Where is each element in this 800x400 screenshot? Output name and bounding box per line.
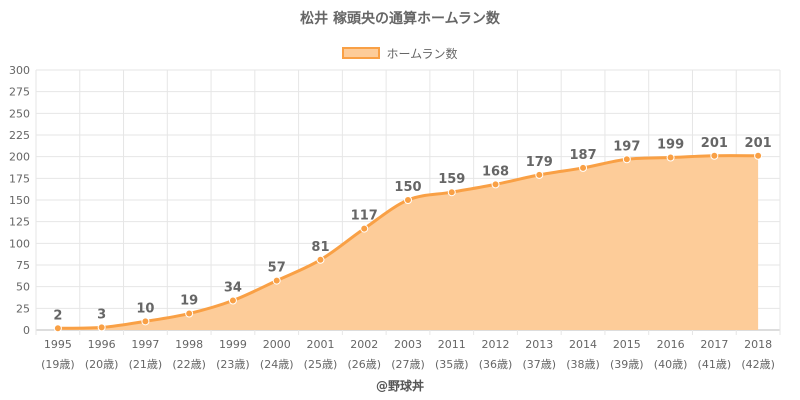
x-tick-age-label: (25歳) [304, 358, 338, 371]
x-tick-label: 2016 [657, 338, 685, 351]
x-tick-label: 1999 [219, 338, 247, 351]
x-tick-age-label: (42歳) [741, 358, 775, 371]
footer-credit: @野球丼 [375, 379, 424, 393]
data-label: 201 [745, 136, 772, 151]
x-tick-age-label: (35歳) [435, 358, 469, 371]
x-tick-age-label: (27歳) [391, 358, 425, 371]
data-point [404, 196, 412, 204]
x-tick-label: 1995 [44, 338, 72, 351]
x-tick-label: 2011 [438, 338, 466, 351]
series-area [57, 155, 759, 330]
y-tick-label: 50 [16, 281, 30, 294]
data-point [272, 276, 281, 285]
x-tick-age-label: (21歳) [129, 358, 163, 371]
data-point [579, 163, 588, 172]
y-tick-label: 275 [9, 86, 30, 99]
y-tick-label: 150 [9, 194, 30, 207]
y-tick-label: 100 [9, 237, 30, 250]
data-point [754, 151, 763, 160]
x-tick-age-label: (22歳) [172, 358, 206, 371]
x-tick-label: 1997 [131, 338, 159, 351]
x-tick-age-label: (36歳) [479, 358, 513, 371]
data-point [53, 324, 62, 333]
data-point [535, 170, 544, 179]
x-tick-label: 2014 [569, 338, 597, 351]
data-label: 3 [97, 307, 106, 322]
x-tick-age-label: (37歳) [522, 358, 556, 371]
legend-label: ホームラン数 [386, 46, 458, 61]
data-label: 2 [53, 308, 62, 323]
data-point [97, 323, 106, 332]
data-label: 168 [482, 164, 509, 179]
data-point [316, 255, 325, 264]
x-tick-age-label: (41歳) [698, 358, 732, 371]
x-tick-label: 2012 [482, 338, 510, 351]
y-tick-label: 300 [9, 64, 30, 77]
data-point [622, 155, 631, 164]
x-tick-age-label: (38歳) [566, 358, 600, 371]
x-tick-label: 2018 [744, 338, 772, 351]
y-tick-label: 125 [9, 216, 30, 229]
data-label: 159 [438, 172, 465, 187]
x-tick-label: 2015 [613, 338, 641, 351]
data-label: 150 [394, 180, 421, 195]
data-label: 201 [701, 136, 728, 151]
data-point [360, 224, 369, 233]
y-tick-label: 250 [9, 107, 30, 120]
data-point [228, 296, 237, 305]
x-tick-label: 2001 [306, 338, 334, 351]
data-label: 81 [311, 240, 329, 255]
data-point [447, 188, 456, 197]
y-tick-label: 175 [9, 172, 30, 185]
x-tick-label: 1998 [175, 338, 203, 351]
x-tick-age-label: (26歳) [347, 358, 381, 371]
chart-title: 松井 稼頭央の通算ホームラン数 [300, 11, 500, 27]
x-tick-label: 2002 [350, 338, 378, 351]
y-tick-label: 200 [9, 151, 30, 164]
data-point [491, 180, 500, 189]
y-tick-label: 75 [16, 259, 30, 272]
x-tick-age-label: (24歳) [260, 358, 294, 371]
data-label: 197 [613, 139, 640, 154]
legend-swatch [342, 47, 381, 59]
data-label: 57 [268, 261, 286, 276]
x-tick-label: 2017 [700, 338, 728, 351]
data-point [141, 317, 150, 326]
legend[interactable]: ホームラン数 [0, 44, 800, 62]
data-point [185, 309, 194, 318]
y-tick-label: 225 [9, 129, 30, 142]
x-tick-label: 2013 [525, 338, 553, 351]
x-tick-age-label: (39歳) [610, 358, 644, 371]
x-tick-age-label: (20歳) [85, 358, 119, 371]
data-label: 10 [136, 301, 154, 316]
data-label: 117 [351, 209, 378, 224]
y-tick-label: 0 [23, 324, 30, 337]
data-label: 179 [526, 155, 553, 170]
data-label: 19 [180, 294, 198, 309]
x-tick-label: 1996 [88, 338, 116, 351]
data-point [710, 151, 719, 160]
x-tick-label: 2003 [394, 338, 422, 351]
x-tick-label: 2000 [263, 338, 291, 351]
x-tick-age-label: (19歳) [41, 358, 75, 371]
x-tick-age-label: (23歳) [216, 358, 250, 371]
data-label: 199 [657, 138, 684, 153]
x-tick-age-label: (40歳) [654, 358, 688, 371]
data-label: 34 [224, 281, 242, 296]
y-tick-label: 25 [16, 302, 30, 315]
data-label: 187 [569, 148, 596, 163]
data-point [666, 153, 675, 162]
